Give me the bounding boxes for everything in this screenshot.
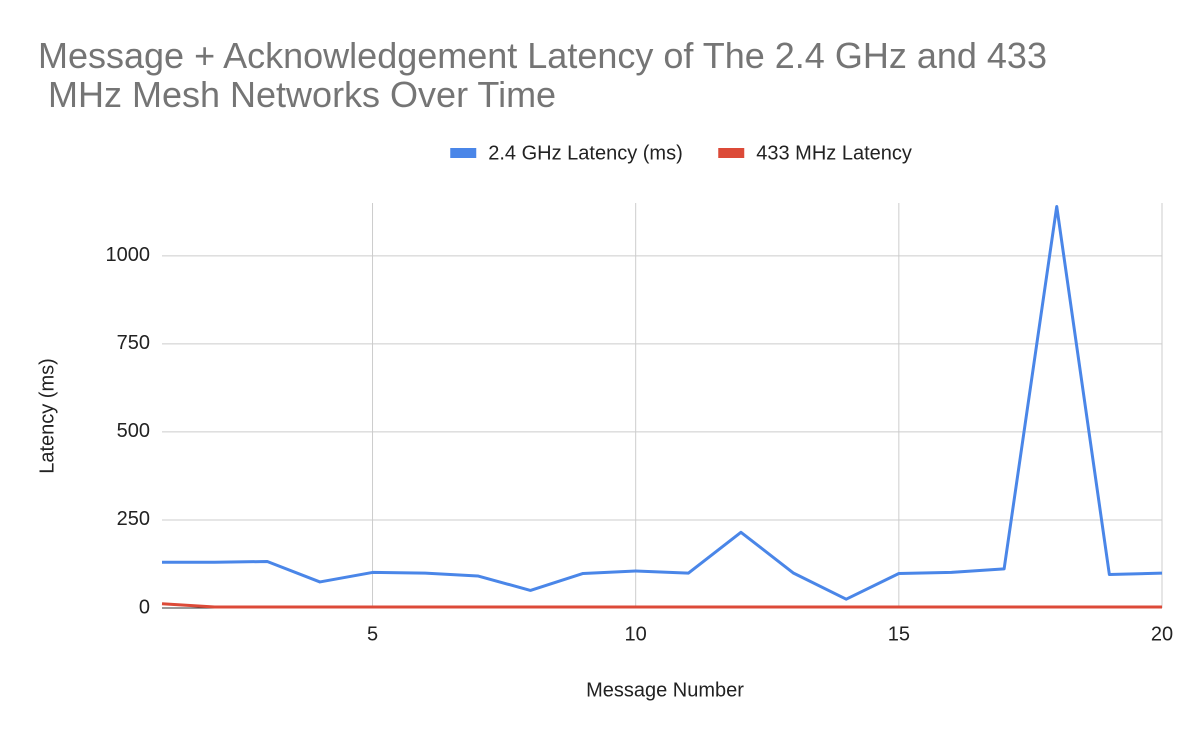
x-tick-label: 5 xyxy=(367,623,378,645)
legend-swatch xyxy=(450,148,477,158)
legend-swatch xyxy=(718,148,745,158)
y-tick-label: 500 xyxy=(117,420,150,442)
x-axis-label: Message Number xyxy=(586,679,744,701)
y-tick-label: 1000 xyxy=(106,244,151,266)
y-tick-label: 0 xyxy=(139,596,150,618)
series-line xyxy=(162,205,1163,601)
y-axis-label: Latency (ms) xyxy=(36,358,58,474)
chart-title: Message + Acknowledgement Latency of The… xyxy=(38,35,1047,115)
y-tick-label: 750 xyxy=(117,332,150,354)
y-tick-label: 250 xyxy=(117,508,150,530)
legend-label: 2.4 GHz Latency (ms) xyxy=(488,142,683,164)
legend-label: 433 MHz Latency xyxy=(756,142,912,164)
series-line xyxy=(161,602,1162,609)
x-tick-label: 15 xyxy=(888,623,910,645)
x-tick-label: 20 xyxy=(1151,623,1173,645)
x-tick-label: 10 xyxy=(625,623,647,645)
